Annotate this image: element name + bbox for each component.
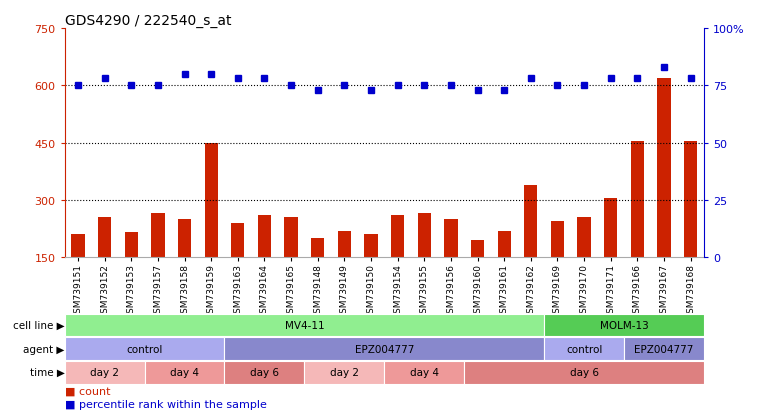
Text: cell line ▶: cell line ▶ [13, 320, 65, 330]
Bar [384, 361, 464, 384]
Text: ■ percentile rank within the sample: ■ percentile rank within the sample [65, 399, 266, 409]
Bar [444, 220, 457, 258]
Text: day 6: day 6 [569, 367, 599, 377]
Text: day 4: day 4 [170, 367, 199, 377]
Bar [98, 218, 111, 258]
Bar [624, 337, 704, 360]
Text: ■ count: ■ count [65, 385, 110, 395]
Bar [224, 337, 544, 360]
Bar [224, 361, 304, 384]
Bar [551, 221, 564, 258]
Bar [125, 233, 138, 258]
Bar [151, 214, 164, 258]
Bar [304, 361, 384, 384]
Text: day 2: day 2 [90, 367, 119, 377]
Bar [418, 214, 431, 258]
Text: EPZ004777: EPZ004777 [634, 344, 694, 354]
Bar [631, 141, 644, 258]
Text: control: control [566, 344, 602, 354]
Text: GDS4290 / 222540_s_at: GDS4290 / 222540_s_at [65, 14, 231, 28]
Bar [524, 185, 537, 258]
Text: day 6: day 6 [250, 367, 279, 377]
Bar [544, 314, 704, 337]
Text: day 4: day 4 [409, 367, 439, 377]
Bar [231, 223, 244, 258]
Bar [578, 218, 591, 258]
Bar [65, 337, 224, 360]
Text: day 2: day 2 [330, 367, 359, 377]
Bar [684, 141, 697, 258]
Bar [498, 231, 511, 258]
Bar [285, 218, 298, 258]
Bar [544, 337, 624, 360]
Bar [658, 78, 670, 258]
Bar [604, 199, 617, 258]
Bar [464, 361, 704, 384]
Bar [258, 216, 271, 258]
Text: time ▶: time ▶ [30, 367, 65, 377]
Bar [72, 235, 84, 258]
Bar [471, 240, 484, 258]
Text: EPZ004777: EPZ004777 [355, 344, 414, 354]
Text: MV4-11: MV4-11 [285, 320, 324, 330]
Bar [145, 361, 224, 384]
Text: agent ▶: agent ▶ [24, 344, 65, 354]
Bar [311, 239, 324, 258]
Text: MOLM-13: MOLM-13 [600, 320, 648, 330]
Bar [178, 220, 191, 258]
Bar [65, 361, 145, 384]
Bar [391, 216, 404, 258]
Bar [338, 231, 351, 258]
Bar [65, 314, 544, 337]
Text: control: control [126, 344, 163, 354]
Bar [365, 235, 377, 258]
Bar [205, 143, 218, 258]
